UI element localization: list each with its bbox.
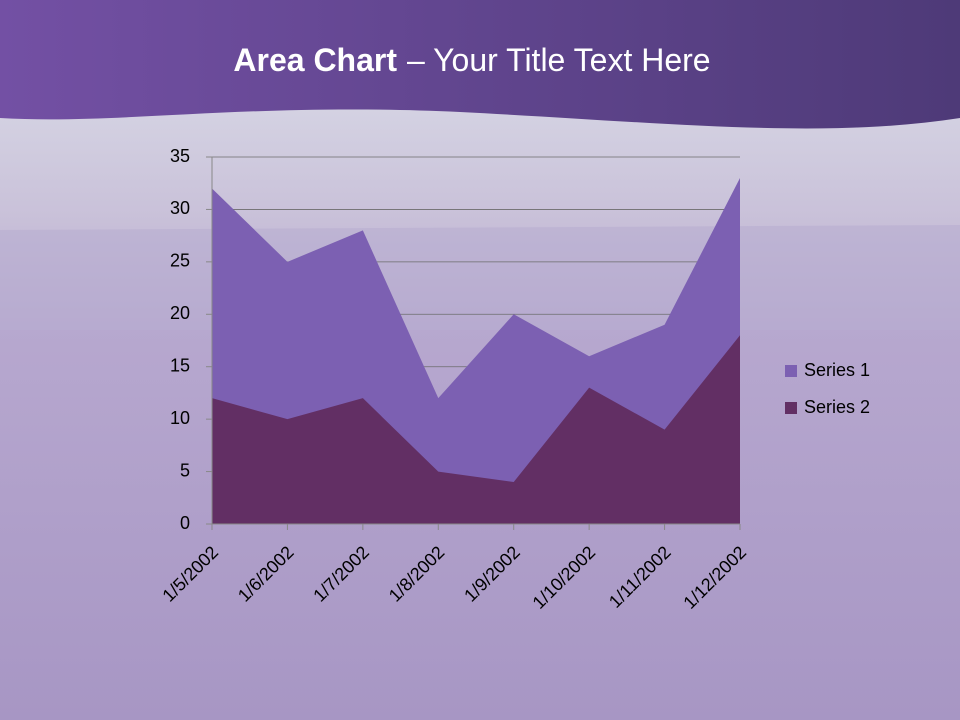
slide-title: Area Chart – Your Title Text Here [233,42,710,78]
y-tick-label: 20 [170,303,190,323]
title-rest: – Your Title Text Here [407,42,711,78]
y-tick-label: 30 [170,198,190,218]
header-band [0,0,960,129]
title-bold: Area Chart [233,42,397,78]
legend-label: Series 1 [804,360,870,380]
legend-swatch [785,402,797,414]
legend-swatch [785,365,797,377]
y-tick-label: 25 [170,251,190,271]
y-tick-label: 10 [170,408,190,428]
y-tick-label: 5 [180,460,190,480]
y-tick-label: 0 [180,513,190,533]
y-tick-label: 15 [170,355,190,375]
area [212,335,740,524]
legend-label: Series 2 [804,397,870,417]
y-tick-label: 35 [170,146,190,166]
